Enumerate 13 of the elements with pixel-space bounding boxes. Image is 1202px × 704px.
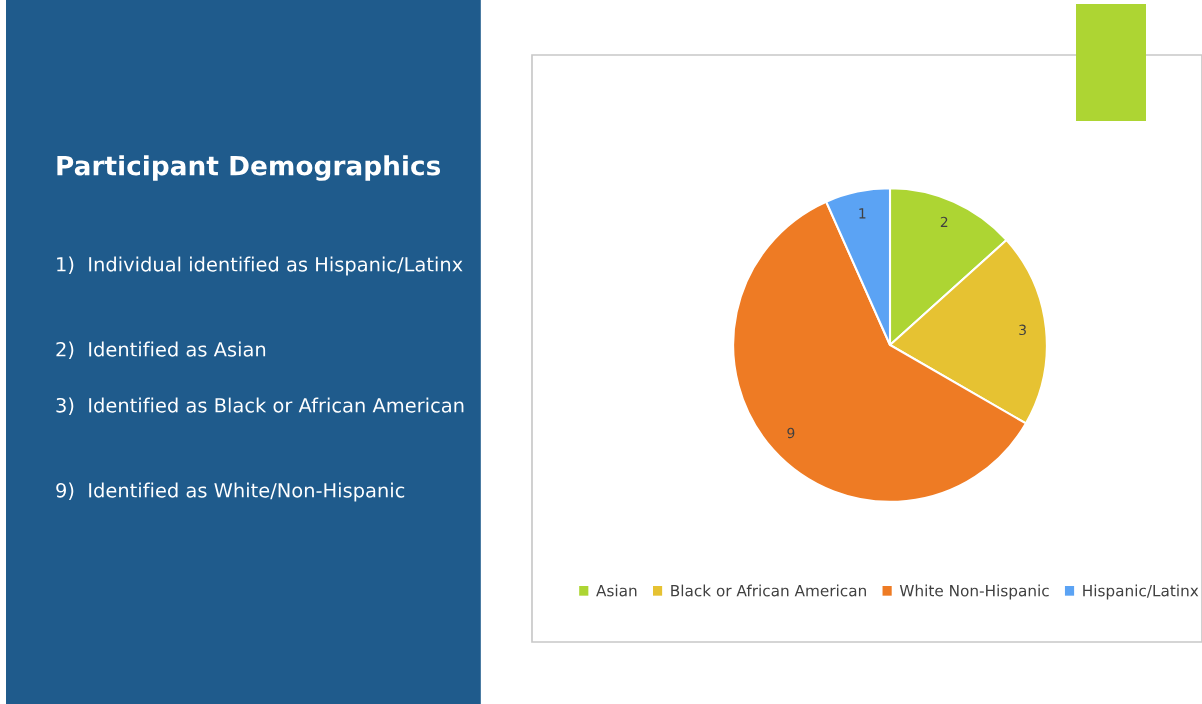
legend-label: Asian — [596, 584, 637, 597]
data-label: 1 — [859, 208, 866, 219]
data-label: 9 — [787, 427, 795, 439]
text: Participant Demographics — [57, 155, 441, 181]
data-label: 3 — [1019, 324, 1026, 336]
text: 9) Identified as White/Non-Hispanic — [56, 482, 405, 502]
text: 2) Identified as Asian — [56, 341, 266, 359]
legend-label: White Non-Hispanic — [899, 584, 1049, 600]
data-label: 2 — [940, 216, 948, 228]
legend-label: Hispanic/Latinx — [1083, 584, 1199, 600]
text: 1) Individual identified as Hispanic/Latinx — [57, 256, 463, 276]
text: 3) Identified as Black or African American — [56, 397, 464, 415]
legend-label: Black or African American — [671, 584, 866, 597]
